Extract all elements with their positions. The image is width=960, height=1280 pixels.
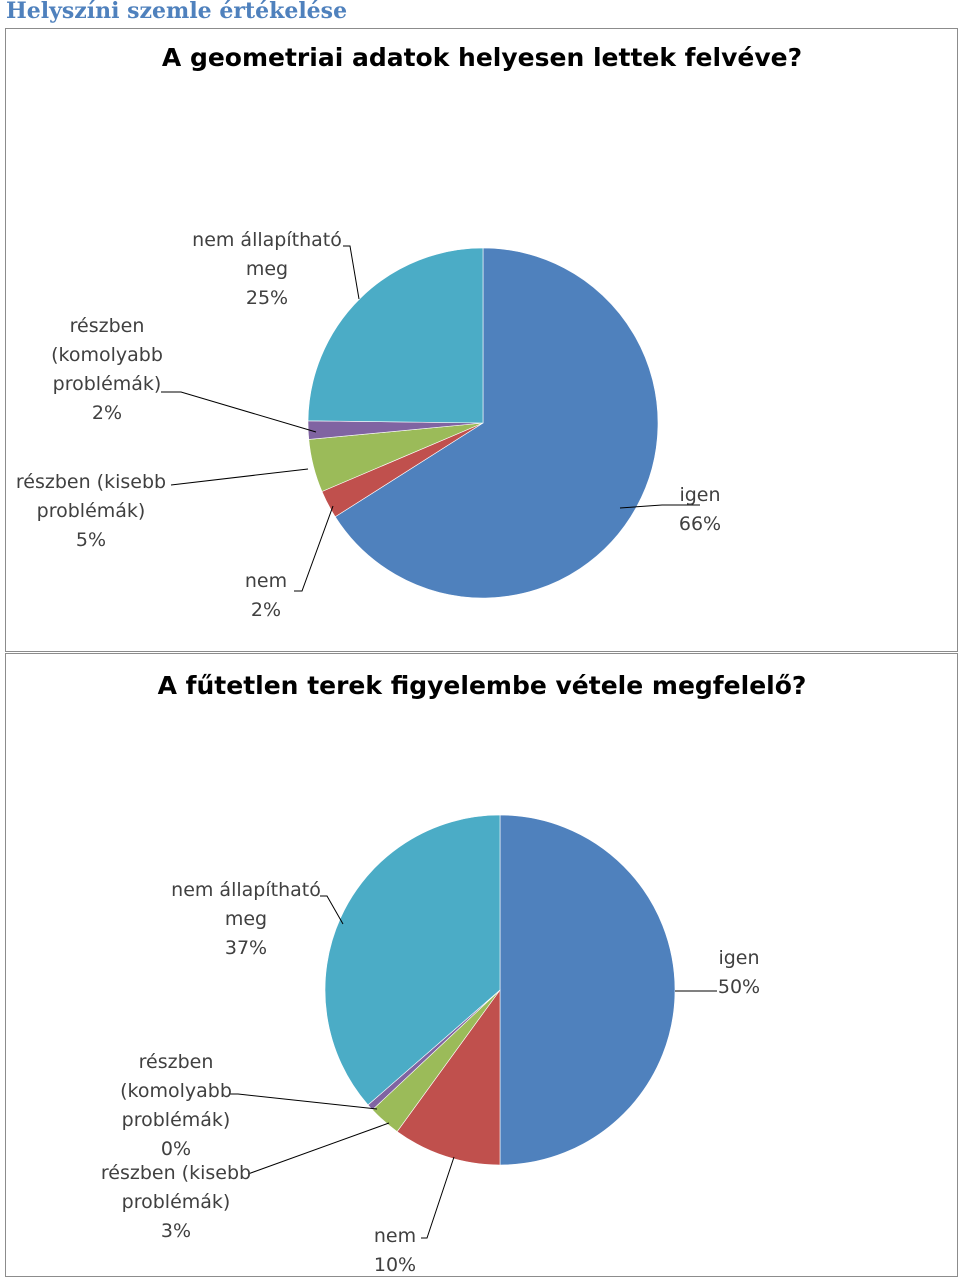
data-label-igen: igen 66%	[679, 484, 721, 535]
data-label-nem-allapithato: nem állapítható meg 25%	[192, 229, 342, 309]
pie-chart-futetlen-terek: A fűtetlen terek figyelembe vétele megfe…	[101, 671, 807, 1276]
data-label-komolyabb: részben (komolyabb problémák) 0%	[120, 1051, 232, 1160]
leader-line-nem-allapithato	[320, 895, 344, 925]
pie-slice-nem-allapithato	[324, 814, 501, 1106]
data-label-line: részben	[139, 1051, 214, 1073]
leader-line-komolyabb	[161, 391, 317, 433]
page-header: Helyszíni szemle értékelése	[6, 0, 348, 24]
data-label-line: 0%	[161, 1138, 191, 1160]
data-label-nem: nem 10%	[374, 1225, 416, 1276]
data-label-line: (komolyabb	[51, 344, 163, 366]
pie-slice-igen	[499, 814, 676, 1166]
data-label-line: 3%	[161, 1220, 191, 1242]
data-label-line: részben	[70, 315, 145, 337]
data-label-line: 50%	[718, 976, 760, 998]
data-label-line: igen	[679, 484, 720, 506]
data-label-line: igen	[718, 947, 759, 969]
data-label-line: nem állapítható	[192, 229, 342, 251]
data-label-line: problémák)	[37, 500, 146, 522]
pie-chart-geometria: A geometriai adatok helyesen lettek felv…	[16, 43, 802, 621]
data-label-line: nem	[245, 570, 287, 592]
data-label-nem: nem 2%	[245, 570, 287, 621]
leader-line-kisebb	[247, 1122, 390, 1175]
chart-panel-futetlen-terek: A fűtetlen terek figyelembe vétele megfe…	[5, 653, 958, 1277]
pie-slice-nem	[396, 989, 501, 1166]
data-label-line: 2%	[92, 402, 122, 424]
data-label-igen: igen 50%	[718, 947, 760, 998]
leader-line-kisebb	[170, 468, 309, 486]
chart-title: A geometriai adatok helyesen lettek felv…	[162, 43, 802, 72]
pie-slice-nem-allapithato	[307, 247, 484, 424]
data-label-kisebb: részben (kisebb problémák) 3%	[101, 1162, 251, 1242]
leader-line-nem-allapithato	[343, 245, 360, 300]
data-label-line: részben (kisebb	[101, 1162, 251, 1184]
leader-line-komolyabb	[230, 1093, 378, 1110]
data-label-line: nem állapítható	[171, 879, 321, 901]
chart-title: A fűtetlen terek figyelembe vétele megfe…	[158, 671, 807, 700]
data-label-line: 10%	[374, 1254, 416, 1276]
data-label-line: problémák)	[122, 1109, 231, 1131]
data-label-line: meg	[246, 258, 288, 280]
chart-panel-geometria: A geometriai adatok helyesen lettek felv…	[5, 28, 958, 652]
data-label-line: nem	[374, 1225, 416, 1247]
data-label-line: problémák)	[53, 373, 162, 395]
data-label-komolyabb: részben (komolyabb problémák) 2%	[51, 315, 163, 424]
leader-line-nem	[421, 1156, 455, 1239]
data-label-line: meg	[225, 908, 267, 930]
leader-line-igen	[619, 504, 700, 509]
data-label-line: 37%	[225, 937, 267, 959]
data-label-line: (komolyabb	[120, 1080, 232, 1102]
data-label-line: 66%	[679, 513, 721, 535]
data-label-line: 2%	[251, 599, 281, 621]
data-label-line: 5%	[76, 529, 106, 551]
data-label-line: 25%	[246, 287, 288, 309]
data-label-line: problémák)	[122, 1191, 231, 1213]
data-label-kisebb: részben (kisebb problémák) 5%	[16, 471, 166, 551]
leader-line-nem	[294, 505, 334, 592]
data-label-nem-allapithato: nem állapítható meg 37%	[171, 879, 321, 959]
data-label-line: részben (kisebb	[16, 471, 166, 493]
